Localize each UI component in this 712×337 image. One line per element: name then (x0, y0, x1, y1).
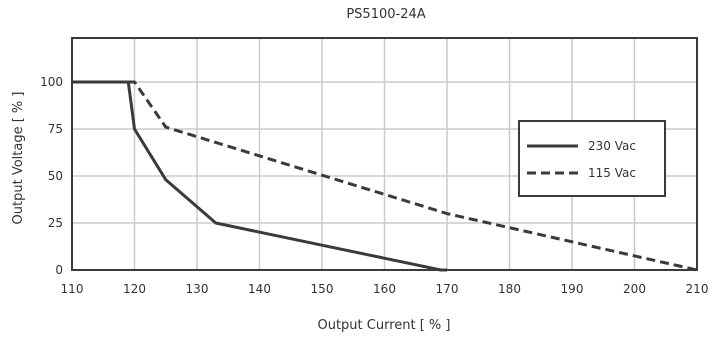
y-tick-label: 100 (40, 75, 63, 89)
legend-label-2: 115 Vac (588, 166, 636, 180)
x-tick-label: 110 (61, 282, 84, 296)
x-tick-label: 150 (311, 282, 334, 296)
x-tick-label: 160 (373, 282, 396, 296)
plot-frame (71, 37, 698, 271)
x-tick-label: 180 (498, 282, 521, 296)
y-axis-label: Output Voltage [ % ] (11, 92, 26, 225)
series-line-2 (72, 80, 698, 272)
y-tick-label: 50 (48, 169, 63, 183)
legend: 230 Vac 115 Vac (518, 120, 666, 197)
x-tick-label: 210 (686, 282, 709, 296)
y-tick-label: 75 (48, 122, 63, 136)
x-tick-label: 130 (186, 282, 209, 296)
legend-box (518, 120, 666, 197)
x-axis-ticks: 110 120 130 140 150 160 170 180 190 200 210 (61, 282, 709, 296)
x-tick-label: 120 (123, 282, 146, 296)
legend-label-1: 230 Vac (588, 139, 636, 153)
y-tick-label: 25 (48, 216, 63, 230)
x-tick-label: 200 (623, 282, 646, 296)
x-axis-label: Output Current [ % ] (317, 318, 450, 333)
x-tick-label: 140 (248, 282, 271, 296)
chart-title: PS5100-24A (346, 7, 425, 22)
y-tick-label: 0 (55, 263, 63, 277)
x-tick-label: 190 (561, 282, 584, 296)
x-tick-label: 170 (436, 282, 459, 296)
y-axis-ticks: 0 25 50 75 100 (40, 75, 63, 277)
